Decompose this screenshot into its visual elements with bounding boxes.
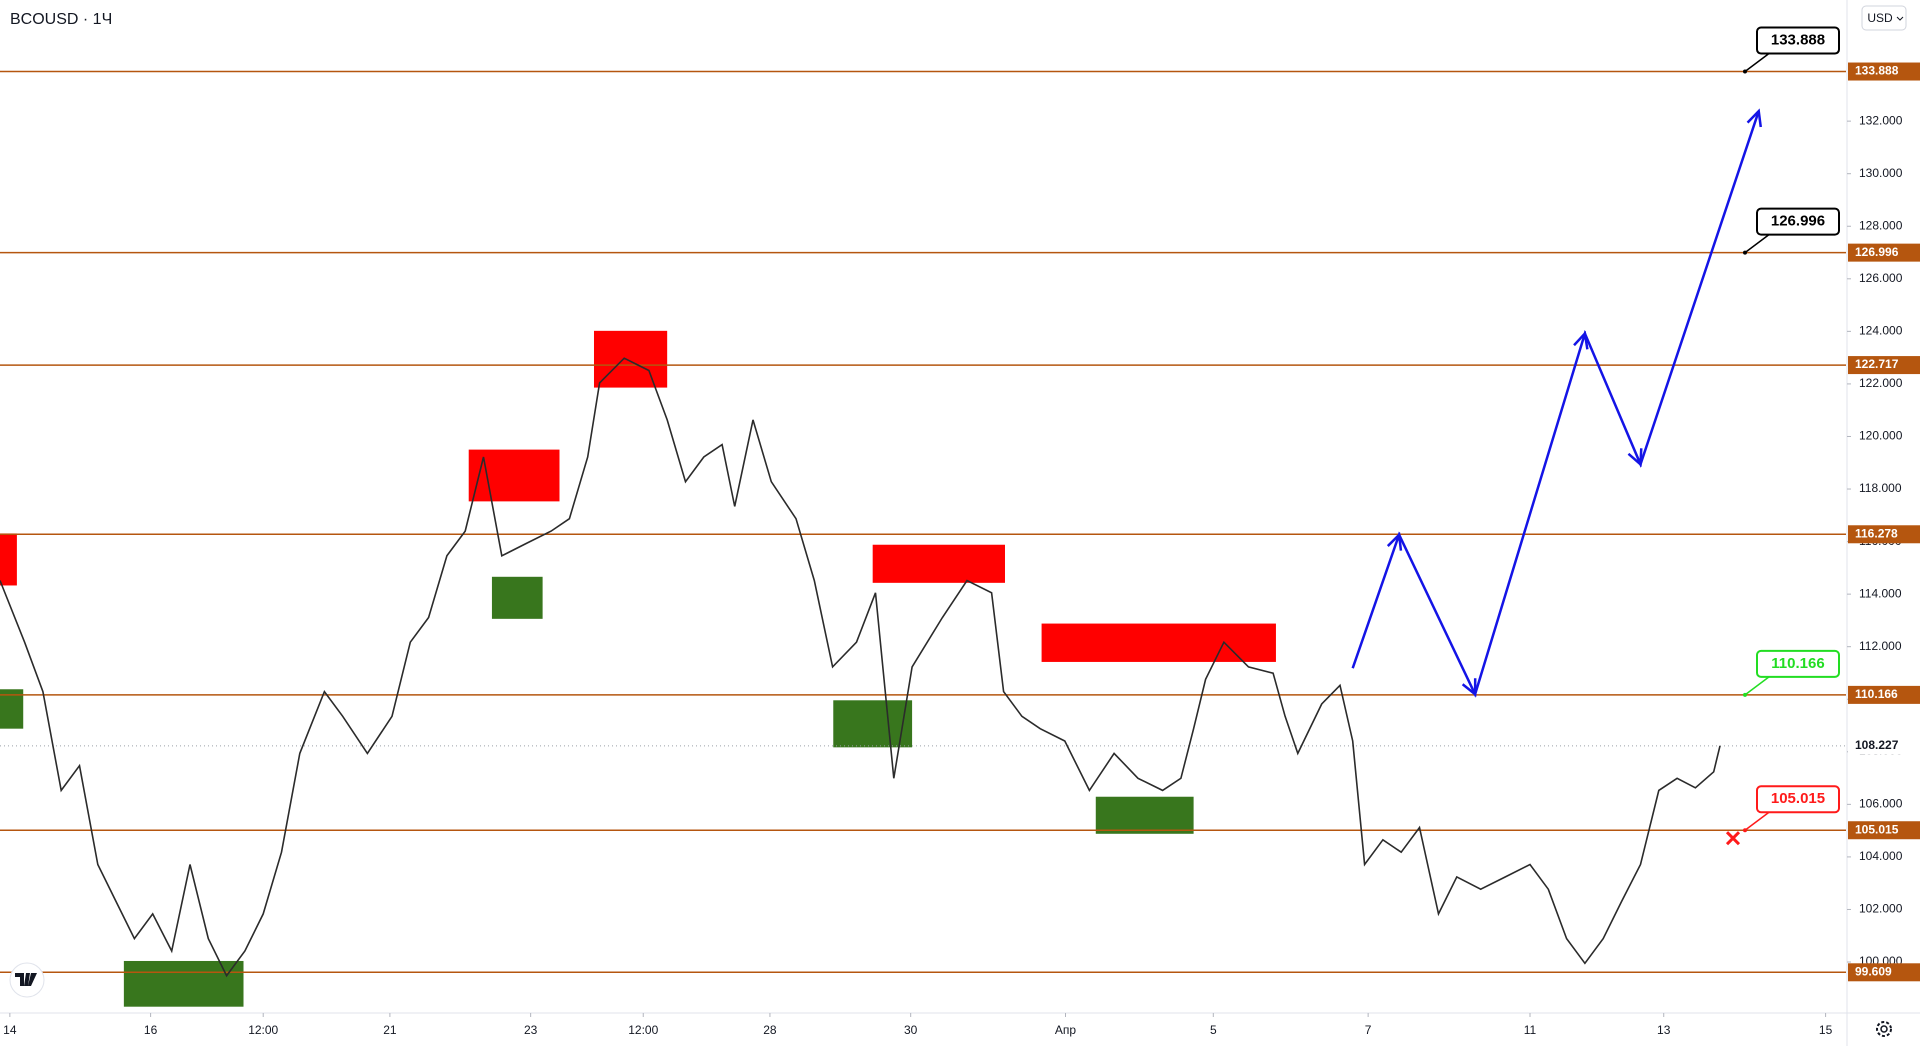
cancel-marker [1725, 831, 1741, 846]
callout-pointer [1744, 676, 1770, 696]
x-tick-label: 30 [904, 1023, 918, 1037]
x-tick-label: 12:00 [628, 1023, 658, 1037]
zone [1041, 623, 1276, 662]
level-badge-label: 116.278 [1855, 526, 1898, 540]
y-tick-label: 106.000 [1859, 797, 1903, 811]
y-tick-label: 128.000 [1859, 218, 1903, 232]
x-tick-label: 12:00 [248, 1023, 278, 1037]
callout-box [1756, 26, 1840, 55]
level-badge [1848, 821, 1920, 840]
last-price-label: 108.227 [1855, 738, 1899, 752]
zone [1095, 796, 1194, 834]
x-tick-label: 15 [1819, 1023, 1833, 1037]
callout-anchor [1743, 692, 1747, 697]
x-tick-label: 13 [1657, 1023, 1671, 1037]
y-tick-label: 102.000 [1859, 902, 1903, 916]
level-badge-label: 122.717 [1855, 357, 1899, 371]
currency-button[interactable] [1861, 5, 1907, 31]
callout-pointer [1744, 234, 1770, 254]
callout-label: 126.996 [1771, 213, 1825, 230]
y-tick-label: 120.000 [1859, 429, 1903, 443]
callout-label: 110.166 [1771, 655, 1824, 672]
zone [0, 533, 17, 586]
level-badge-label: 133.888 [1855, 64, 1899, 78]
chart-title: BCOUSD · 1Ч [10, 11, 112, 28]
x-tick-label: Апр [1055, 1023, 1077, 1037]
x-tick-label: 28 [763, 1023, 777, 1037]
y-tick-label: 126.000 [1859, 271, 1903, 285]
y-tick-label: 124.000 [1859, 324, 1903, 338]
zone [123, 960, 244, 1007]
level-badge-label: 105.015 [1855, 822, 1899, 836]
callout-pointer [1744, 811, 1770, 831]
level-badge-label: 126.996 [1855, 245, 1899, 259]
level-badge [1848, 963, 1920, 982]
y-tick-label: 104.000 [1859, 849, 1903, 863]
callout-label: 133.888 [1771, 31, 1825, 48]
tradingview-logo [9, 962, 45, 998]
last-price-badge [1848, 736, 1920, 755]
zone [0, 689, 24, 729]
zone [833, 700, 913, 748]
level-badge [1848, 525, 1920, 544]
callout-anchor [1743, 69, 1747, 74]
y-tick-label: 118.000 [1859, 481, 1902, 495]
callout-pointer [1744, 52, 1770, 73]
callout-box [1756, 207, 1840, 236]
level-badge [1848, 243, 1920, 262]
x-tick-label: 14 [3, 1023, 17, 1037]
projection-arrowhead [1746, 108, 1762, 128]
level-badge [1848, 685, 1920, 704]
price-line [0, 357, 1721, 978]
x-tick-label: 16 [144, 1023, 158, 1037]
x-tick-label: 21 [383, 1023, 397, 1037]
zone [593, 330, 668, 388]
level-badge-label: 110.166 [1855, 687, 1898, 701]
x-tick-label: 11 [1524, 1023, 1537, 1037]
y-tick-label: 114.000 [1859, 586, 1902, 600]
level-badge-label: 99.609 [1855, 964, 1892, 978]
level-badge [1848, 62, 1920, 81]
projection-arrowhead [1386, 532, 1403, 551]
projection-arrowhead [1573, 330, 1589, 350]
callout-box [1756, 785, 1840, 814]
callout-box [1756, 649, 1840, 678]
callout-anchor [1743, 828, 1747, 833]
level-badge [1848, 356, 1920, 375]
x-tick-label: 23 [524, 1023, 538, 1037]
currency-label[interactable]: USD [1867, 11, 1893, 25]
callout-anchor [1743, 250, 1747, 255]
x-tick-label: 7 [1365, 1023, 1372, 1037]
zone [872, 544, 1005, 583]
zone [491, 576, 543, 619]
projection-path [1351, 110, 1760, 698]
y-tick-label: 130.000 [1859, 166, 1903, 180]
y-tick-label: 132.000 [1859, 113, 1903, 127]
callout-label: 105.015 [1771, 790, 1825, 807]
projection-arrowhead [1627, 448, 1643, 467]
y-tick-label: 112.000 [1859, 639, 1902, 653]
projection-arrowhead [1461, 678, 1477, 697]
currency-caret [1896, 16, 1904, 21]
y-tick-label: 122.000 [1859, 376, 1903, 390]
plot-area [0, 70, 1846, 1007]
zone [468, 449, 560, 502]
settings-icon[interactable] [1876, 1021, 1892, 1037]
x-tick-label: 5 [1210, 1023, 1217, 1037]
